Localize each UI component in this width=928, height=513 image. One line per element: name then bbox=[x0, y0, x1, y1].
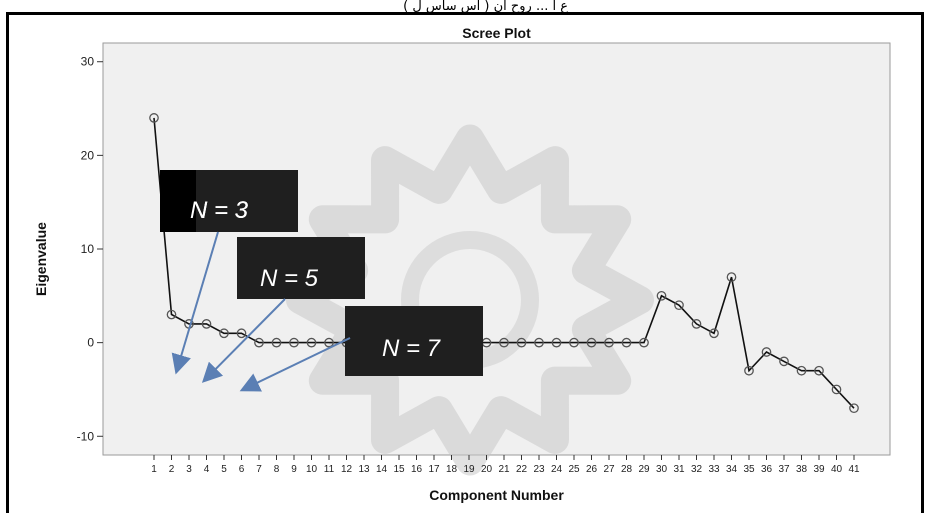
data-point bbox=[814, 365, 824, 376]
x-tick-label: 3 bbox=[186, 464, 192, 475]
data-point bbox=[796, 365, 807, 376]
data-point bbox=[254, 337, 264, 348]
annotation-arrow bbox=[201, 298, 286, 383]
y-tick-label: 20 bbox=[81, 148, 95, 162]
chart-title: Scree Plot bbox=[462, 25, 531, 41]
data-point bbox=[201, 319, 212, 329]
x-tick-label: 39 bbox=[813, 464, 825, 475]
x-tick-label: 1 bbox=[151, 464, 157, 475]
x-tick-label: 34 bbox=[726, 464, 738, 475]
series-path bbox=[153, 117, 855, 409]
x-tick-label: 24 bbox=[551, 464, 563, 475]
x-tick-label: 5 bbox=[221, 464, 227, 475]
y-tick-label: -10 bbox=[77, 429, 95, 443]
x-tick-label: 41 bbox=[848, 464, 860, 475]
data-point bbox=[761, 347, 772, 357]
x-tick-label: 21 bbox=[498, 464, 510, 475]
data-point bbox=[709, 328, 719, 339]
data-point bbox=[726, 272, 737, 282]
x-tick-label: 9 bbox=[291, 464, 297, 475]
x-tick-label: 40 bbox=[831, 464, 843, 475]
x-tick-label: 36 bbox=[761, 464, 773, 475]
annotation-arrow bbox=[239, 337, 351, 392]
data-point bbox=[674, 300, 684, 311]
annotation-label-overlay: N = 3 bbox=[190, 197, 249, 224]
annotations: N = 3N = 5N = 7N = 3 bbox=[160, 170, 483, 392]
x-tick-label: 18 bbox=[446, 464, 458, 475]
x-tick-label: 33 bbox=[708, 464, 720, 475]
data-point bbox=[691, 319, 702, 329]
data-point bbox=[586, 337, 597, 348]
x-tick-label: 20 bbox=[481, 464, 493, 475]
x-tick-label: 25 bbox=[568, 464, 580, 475]
x-tick-label: 22 bbox=[516, 464, 528, 475]
y-tick-label: 0 bbox=[87, 336, 94, 350]
data-point bbox=[639, 337, 649, 348]
x-tick-label: 6 bbox=[239, 464, 245, 475]
x-tick-label: 8 bbox=[274, 464, 280, 475]
data-point bbox=[551, 337, 562, 348]
annotation-box bbox=[237, 237, 365, 299]
x-tick-label: 4 bbox=[204, 464, 210, 475]
data-point bbox=[534, 337, 544, 348]
data-point bbox=[604, 337, 614, 348]
x-tick-label: 15 bbox=[393, 464, 405, 475]
x-tick-label: 7 bbox=[256, 464, 262, 475]
watermark-star bbox=[286, 124, 654, 476]
y-tick-label: 30 bbox=[81, 55, 95, 69]
x-tick-label: 10 bbox=[306, 464, 318, 475]
annotation-label: N = 7 bbox=[382, 335, 442, 362]
x-tick-label: 35 bbox=[743, 464, 755, 475]
x-tick-label: 14 bbox=[376, 464, 388, 475]
annotation-label: N = 3 bbox=[190, 197, 249, 224]
data-point bbox=[289, 337, 299, 348]
y-tick-label: 10 bbox=[81, 242, 95, 256]
data-point bbox=[324, 337, 334, 348]
annotation-box bbox=[345, 306, 483, 376]
x-tick-label: 19 bbox=[463, 464, 475, 475]
data-point bbox=[236, 328, 247, 339]
data-point bbox=[849, 403, 859, 414]
x-tick-label: 31 bbox=[673, 464, 685, 475]
x-tick-label: 16 bbox=[411, 464, 423, 475]
data-point bbox=[271, 337, 282, 348]
x-tick-label: 29 bbox=[638, 464, 650, 475]
page-caption: ع ا ... روح ان ( اس ساس ل ) bbox=[403, 0, 568, 14]
data-point bbox=[831, 384, 842, 395]
data-point bbox=[744, 365, 754, 376]
x-tick-label: 17 bbox=[428, 464, 440, 475]
x-tick-label: 37 bbox=[778, 464, 790, 475]
x-tick-label: 13 bbox=[358, 464, 370, 475]
x-axis-label: Component Number bbox=[429, 487, 564, 503]
annotation-box-accent bbox=[160, 170, 196, 232]
data-point bbox=[219, 328, 229, 339]
data-point bbox=[306, 337, 317, 348]
data-point bbox=[779, 356, 789, 367]
x-tick-label: 11 bbox=[324, 464, 335, 475]
x-tick-label: 23 bbox=[533, 464, 545, 475]
x-tick-label: 26 bbox=[586, 464, 598, 475]
data-point bbox=[569, 337, 579, 348]
x-tick-label: 12 bbox=[341, 464, 353, 475]
data-point bbox=[621, 337, 632, 348]
x-tick-label: 38 bbox=[796, 464, 808, 475]
y-axis-label: Eigenvalue bbox=[33, 222, 49, 296]
data-point bbox=[499, 337, 509, 348]
data-point bbox=[516, 337, 527, 348]
data-point bbox=[656, 290, 667, 301]
annotation-label: N = 5 bbox=[260, 265, 319, 292]
x-tick-label: 28 bbox=[621, 464, 633, 475]
x-tick-label: 32 bbox=[691, 464, 703, 475]
data-point bbox=[166, 309, 177, 320]
x-tick-label: 2 bbox=[169, 464, 175, 475]
data-point bbox=[149, 113, 159, 123]
x-tick-label: 30 bbox=[656, 464, 668, 475]
x-tick-label: 27 bbox=[603, 464, 615, 475]
annotation-arrow bbox=[171, 231, 219, 375]
